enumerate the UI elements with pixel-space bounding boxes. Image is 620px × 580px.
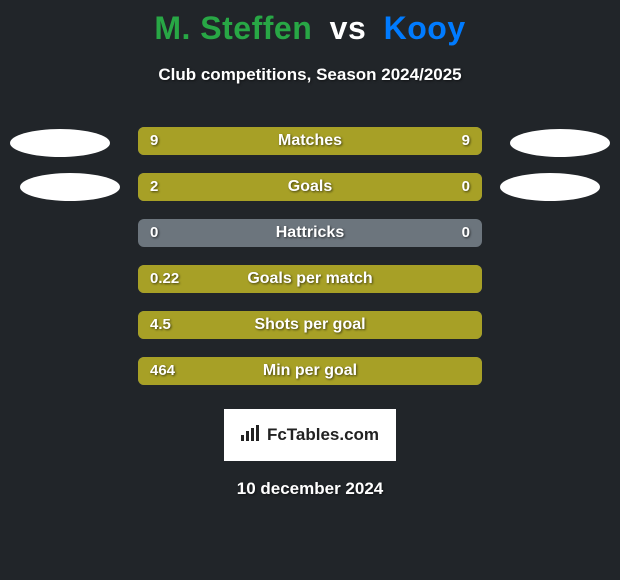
logo-content: FcTables.com [241, 425, 379, 446]
value-right: 0 [462, 173, 470, 201]
source-logo: FcTables.com [224, 409, 396, 461]
bar-chart-icon [241, 425, 261, 446]
date-label: 10 december 2024 [0, 479, 620, 499]
stat-row: 2 Goals 0 [0, 163, 620, 209]
player1-name: M. Steffen [154, 10, 312, 46]
team-logo-left-placeholder [20, 173, 120, 201]
stat-label: Goals [138, 173, 482, 201]
stat-row: 0 Hattricks 0 [0, 209, 620, 255]
stat-row: 0.22 Goals per match [0, 255, 620, 301]
stat-row: 9 Matches 9 [0, 117, 620, 163]
team-logo-right-placeholder [500, 173, 600, 201]
stat-label: Matches [138, 127, 482, 155]
value-right: 0 [462, 219, 470, 247]
stat-label: Hattricks [138, 219, 482, 247]
vs-text: vs [330, 10, 367, 46]
stat-label: Goals per match [138, 265, 482, 293]
value-right: 9 [462, 127, 470, 155]
stat-row: 4.5 Shots per goal [0, 301, 620, 347]
stat-row: 464 Min per goal [0, 347, 620, 393]
stats-container: 9 Matches 9 2 Goals 0 0 Hattricks 0 0.22… [0, 117, 620, 393]
team-logo-left-placeholder [10, 129, 110, 157]
player2-name: Kooy [384, 10, 466, 46]
team-logo-right-placeholder [510, 129, 610, 157]
comparison-title: M. Steffen vs Kooy [0, 0, 620, 47]
stat-label: Min per goal [138, 357, 482, 385]
stat-label: Shots per goal [138, 311, 482, 339]
subtitle: Club competitions, Season 2024/2025 [0, 65, 620, 85]
logo-text: FcTables.com [267, 425, 379, 445]
